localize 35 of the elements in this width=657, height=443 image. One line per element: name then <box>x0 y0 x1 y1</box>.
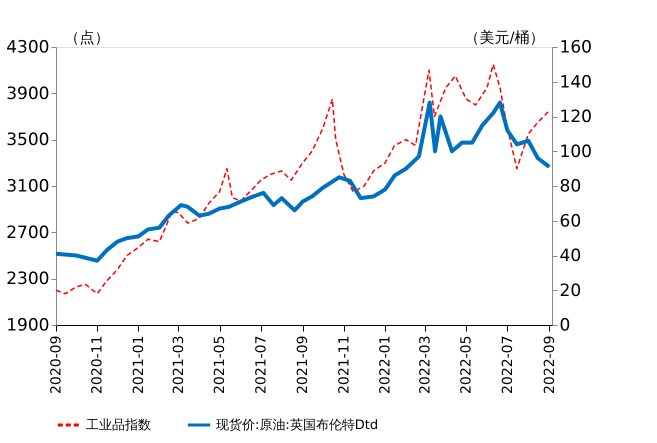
y2-tick-label: 140 <box>560 72 592 92</box>
line-series <box>55 64 550 294</box>
y2-tick-label: 120 <box>560 107 592 127</box>
legend-label: 现货价:原油:英国布伦特Dtd <box>216 418 378 433</box>
x-tick-label: 2020-09 <box>48 336 64 394</box>
y2-tick-label: 40 <box>560 246 582 266</box>
y2-tick-label: 100 <box>560 142 592 162</box>
x-tick-label: 2021-09 <box>295 336 312 394</box>
y2-tick-label: 60 <box>560 211 582 232</box>
y2-tick-label: 0 <box>560 316 570 336</box>
x-tick-label: 2022-01 <box>378 336 394 394</box>
line-series <box>54 100 552 263</box>
y-tick-label: 2700 <box>6 222 50 243</box>
x-tick-label: 2021-03 <box>170 336 187 394</box>
x-tick-label: 2021-01 <box>130 336 147 394</box>
x-tick-label: 2022-09 <box>542 336 558 394</box>
y-tick-label: 1900 <box>6 316 50 336</box>
y-axis-title: （点） <box>64 28 110 46</box>
y-tick-label: 3100 <box>6 176 50 196</box>
x-tick-label: 2021-05 <box>212 336 228 394</box>
x-tick-label: 2020-11 <box>90 336 106 394</box>
y2-axis-title: （美元/桶） <box>464 28 544 46</box>
x-tick-label: 2022-05 <box>458 336 475 394</box>
y2-tick-label: 80 <box>560 176 582 196</box>
x-tick-label: 2021-07 <box>253 336 270 394</box>
legend-label: 工业品指数 <box>86 418 151 433</box>
y2-tick-label: 20 <box>560 280 582 301</box>
y-tick-label: 4300 <box>6 38 50 58</box>
x-tick-label: 2022-03 <box>417 336 434 394</box>
y2-tick-label: 160 <box>560 38 592 58</box>
y-tick-label: 3500 <box>6 130 50 150</box>
x-tick-label: 2022-07 <box>500 336 516 394</box>
y-tick-label: 2300 <box>6 269 50 290</box>
y-tick-label: 3900 <box>6 84 50 104</box>
x-tick-label: 2021-11 <box>336 336 352 394</box>
